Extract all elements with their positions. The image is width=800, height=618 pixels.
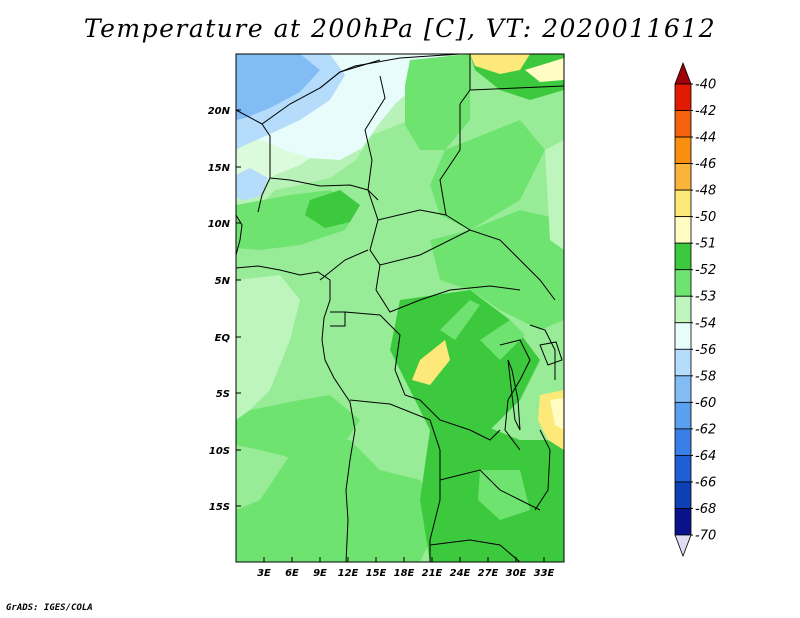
colorbar-swatch bbox=[674, 110, 692, 138]
lat-tick-label: 15S bbox=[209, 502, 230, 513]
colorbar-swatch bbox=[674, 216, 692, 244]
colorbar: -40 -42 -44 -46 -48 -50 -51 -52 -53 -54 -56 -58 -60 -… bbox=[674, 61, 716, 558]
lat-tick-label: 5N bbox=[215, 276, 231, 287]
colorbar-label: -56 bbox=[695, 343, 716, 358]
colorbar-label: -52 bbox=[695, 263, 716, 278]
colorbar-swatch bbox=[674, 455, 692, 483]
colorbar-label: -64 bbox=[695, 449, 716, 464]
colorbar-label: -54 bbox=[695, 316, 716, 331]
colorbar-swatch bbox=[674, 295, 692, 324]
lat-tick-label: 15N bbox=[208, 163, 231, 174]
lon-tick-label: 24E bbox=[450, 568, 471, 579]
colorbar-label: -62 bbox=[695, 422, 716, 437]
colorbar-label: -53 bbox=[695, 290, 716, 305]
colorbar-swatch bbox=[674, 163, 692, 191]
lon-tick-label: 6E bbox=[285, 568, 299, 579]
colorbar-swatch bbox=[674, 481, 692, 509]
lon-tick-label: 15E bbox=[366, 568, 387, 579]
country-borders bbox=[236, 54, 564, 562]
colorbar-label: -68 bbox=[695, 502, 716, 517]
colorbar-swatch bbox=[674, 242, 692, 271]
lat-tick-label: 5S bbox=[216, 389, 230, 400]
lat-tick-label: 20N bbox=[208, 106, 231, 117]
colorbar-swatch bbox=[674, 375, 692, 403]
map-frame bbox=[235, 53, 565, 563]
colorbar-swatch bbox=[674, 322, 692, 350]
colorbar-label: -58 bbox=[695, 369, 716, 384]
chart-title: Temperature at 200hPa [C], VT: 202001161… bbox=[83, 14, 717, 43]
lon-tick-label: 27E bbox=[478, 568, 499, 579]
colorbar-label: -50 bbox=[695, 210, 716, 225]
colorbar-swatch bbox=[674, 61, 692, 85]
latitude-axis: 20N 15N 10N 5N EQ 5S 10S 15S bbox=[208, 106, 241, 513]
colorbar-label: -66 bbox=[695, 475, 716, 490]
colorbar-label: -40 bbox=[695, 78, 716, 93]
lon-tick-label: 33E bbox=[534, 568, 555, 579]
lat-tick-label: EQ bbox=[215, 333, 231, 344]
colorbar-swatch bbox=[674, 83, 692, 111]
lon-tick-label: 18E bbox=[394, 568, 415, 579]
colorbar-swatch bbox=[674, 136, 692, 164]
coastline bbox=[236, 214, 356, 562]
colorbar-swatch bbox=[674, 401, 692, 430]
colorbar-swatch bbox=[674, 189, 692, 218]
colorbar-swatch bbox=[674, 534, 692, 558]
colorbar-label: -46 bbox=[695, 157, 716, 172]
grads-credit: GrADS: IGES/COLA bbox=[6, 603, 93, 613]
colorbar-label: -44 bbox=[695, 131, 716, 146]
colorbar-label: -42 bbox=[695, 104, 716, 119]
colorbar-label: -48 bbox=[695, 184, 716, 199]
colorbar-swatch bbox=[674, 348, 692, 377]
colorbar-swatch bbox=[674, 508, 692, 536]
colorbar-label: -70 bbox=[695, 529, 716, 544]
lon-tick-label: 3E bbox=[257, 568, 271, 579]
longitude-axis: 3E 6E 9E 12E 15E 18E 21E 24E 27E 30E 33E bbox=[257, 557, 555, 579]
lon-tick-label: 12E bbox=[338, 568, 359, 579]
colorbar-swatch bbox=[674, 269, 692, 297]
colorbar-swatch bbox=[674, 428, 692, 456]
lat-tick-label: 10N bbox=[208, 219, 231, 230]
lon-tick-label: 9E bbox=[313, 568, 327, 579]
lon-tick-label: 30E bbox=[506, 568, 527, 579]
lon-tick-label: 21E bbox=[422, 568, 443, 579]
lat-tick-label: 10S bbox=[209, 446, 230, 457]
colorbar-label: -51 bbox=[695, 237, 716, 252]
colorbar-label: -60 bbox=[695, 396, 716, 411]
